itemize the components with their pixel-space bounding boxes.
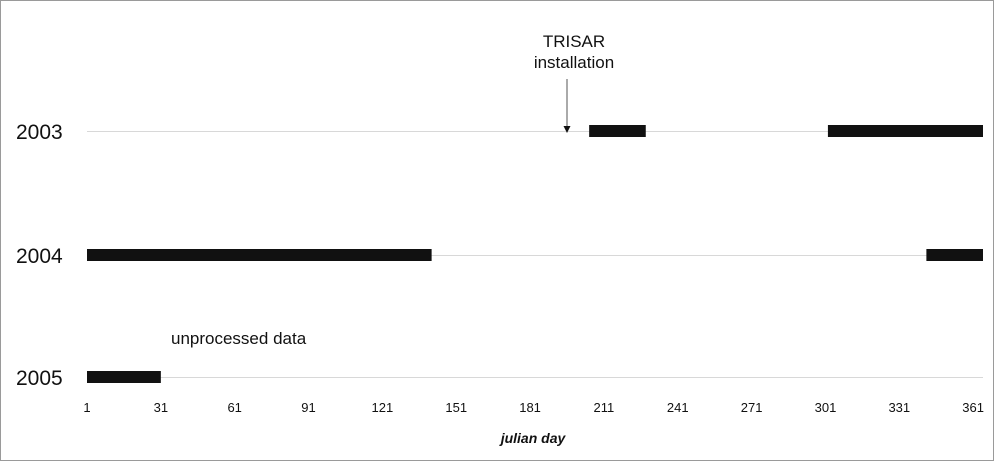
- x-tick-91: 91: [301, 400, 315, 415]
- data-bars: [87, 125, 983, 383]
- x-tick-labels: 1 31 61 91 121 151 181 211 241 271 301 331 361: [83, 400, 984, 415]
- year-labels: 2003 2004 2005: [16, 121, 63, 390]
- annotation-trisar-line-1: TRISAR: [543, 32, 605, 51]
- bar-2003-2: [827, 125, 983, 137]
- annotation-trisar-line-2: installation: [534, 53, 614, 72]
- x-tick-151: 151: [445, 400, 467, 415]
- bar-2003-1: [589, 125, 646, 137]
- annotations: TRISAR installation unprocessed data: [171, 32, 614, 348]
- x-tick-301: 301: [815, 400, 837, 415]
- x-tick-181: 181: [519, 400, 541, 415]
- year-label-2003: 2003: [16, 121, 63, 144]
- bar-2004-2: [926, 249, 983, 261]
- bar-2004-1: [87, 249, 432, 261]
- bar-2005-1: [87, 371, 161, 383]
- year-label-2005: 2005: [16, 367, 63, 390]
- x-tick-121: 121: [372, 400, 394, 415]
- annotation-arrow-head: [563, 126, 571, 133]
- x-tick-331: 331: [888, 400, 910, 415]
- x-tick-241: 241: [667, 400, 689, 415]
- x-tick-31: 31: [154, 400, 168, 415]
- annotation-unprocessed-data: unprocessed data: [171, 329, 307, 348]
- x-tick-61: 61: [227, 400, 241, 415]
- x-tick-1: 1: [83, 400, 90, 415]
- x-tick-271: 271: [741, 400, 763, 415]
- year-label-2004: 2004: [16, 245, 63, 268]
- x-axis-title: julian day: [499, 430, 567, 446]
- x-tick-211: 211: [594, 400, 615, 415]
- x-tick-361: 361: [962, 400, 984, 415]
